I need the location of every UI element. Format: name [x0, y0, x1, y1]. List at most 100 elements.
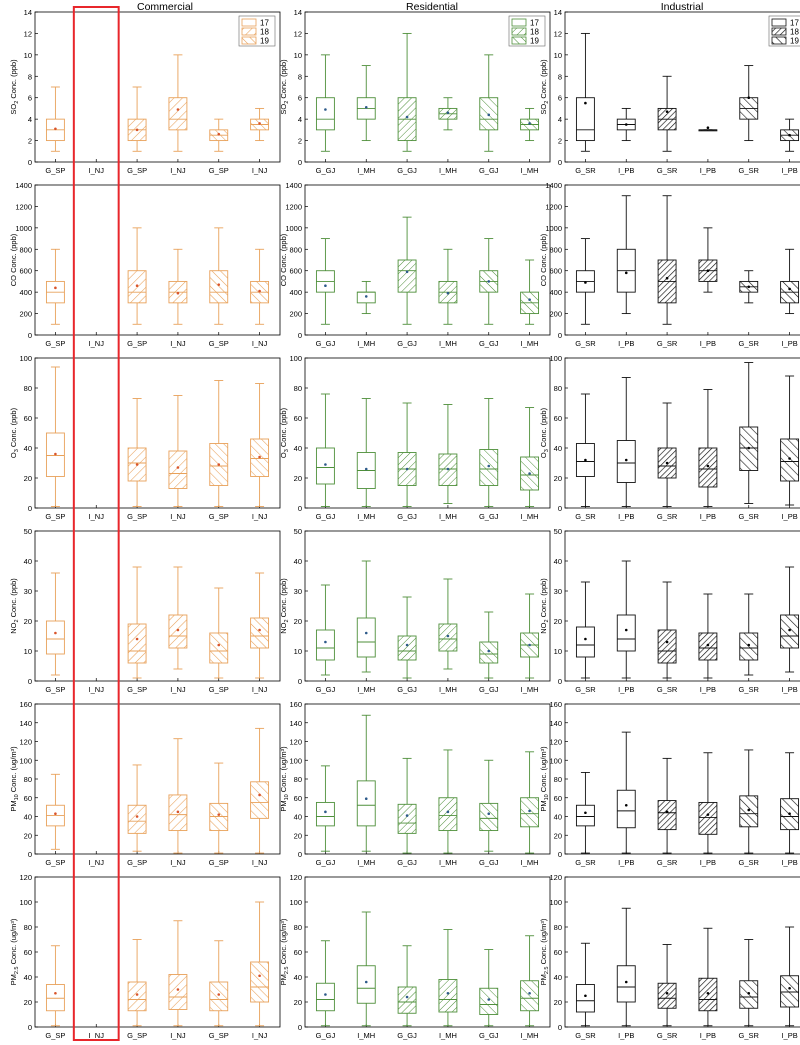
- box-i_pb-17: [616, 560, 636, 679]
- y-tick-label: 14: [24, 8, 32, 17]
- plot-frame: [564, 876, 800, 1028]
- y-axis-label-main: PM: [279, 974, 288, 985]
- y-axis-label-main: O: [279, 452, 288, 458]
- y-tick-label: 20: [294, 474, 302, 483]
- mean-marker: [528, 991, 531, 995]
- box-i_pb-18: [698, 593, 718, 679]
- x-tick-label: I_MH: [357, 1031, 375, 1040]
- y-axis-label: O3 Conc. (ppb): [9, 407, 20, 458]
- box-iqr: [575, 804, 595, 827]
- box-iqr: [520, 797, 540, 828]
- y-axis-label-unit: Conc. (ppb): [279, 407, 288, 449]
- box-i_mh-19: [520, 407, 540, 507]
- box-i_nj-18: [168, 248, 188, 325]
- y-axis-label-unit: Conc. (ppb): [9, 59, 18, 101]
- box-i_mh-18: [438, 929, 458, 1027]
- legend-label-19: 19: [260, 37, 269, 46]
- box-iqr: [250, 961, 270, 1003]
- y-tick-label: 20: [554, 617, 562, 626]
- box-i_mh-17: [356, 714, 376, 852]
- x-tick-label: G_SP: [209, 685, 229, 694]
- y-tick-label: 40: [554, 973, 562, 982]
- y-tick-label: 80: [554, 384, 562, 393]
- y-tick-label: 20: [24, 831, 32, 840]
- box-g_sp-19: [209, 380, 229, 507]
- y-axis-label: NO2 Conc. (ppb): [9, 578, 20, 634]
- y-axis-label-unit: Conc. (ug/m³): [279, 746, 288, 794]
- box-iqr: [479, 641, 499, 664]
- x-tick-label: I_MH: [521, 166, 539, 175]
- y-axis-label-main: SO: [9, 104, 18, 115]
- x-tick-label: I_NJ: [89, 339, 105, 348]
- mean-marker: [176, 466, 180, 469]
- mean-marker: [446, 291, 450, 295]
- y-tick-label: 12: [294, 29, 302, 38]
- box-g_sr-17: [575, 32, 595, 152]
- box-g_sp-17: [45, 945, 65, 1027]
- plot-frame: [304, 357, 551, 509]
- y-tick-label: 12: [554, 29, 562, 38]
- box-iqr: [209, 270, 229, 304]
- x-tick-label: G_SP: [127, 339, 147, 348]
- box-i_pb-17: [616, 907, 636, 1027]
- y-tick-label: 800: [289, 245, 302, 254]
- mean-marker: [54, 127, 57, 131]
- box-g_sp-19: [209, 762, 229, 854]
- x-tick-label: G_GJ: [479, 339, 499, 348]
- legend-label-17: 17: [260, 19, 269, 28]
- y-tick-label: 40: [554, 813, 562, 822]
- box-g_sr-19: [739, 65, 759, 142]
- y-axis-label-main: CO Conc. (ppb): [279, 233, 288, 286]
- y-axis-label-main: SO: [539, 104, 548, 115]
- y-axis-label-sub: 2: [544, 619, 550, 622]
- mean-marker: [217, 643, 221, 647]
- y-axis-label-main: NO: [539, 622, 548, 633]
- y-tick-label: 20: [294, 998, 302, 1007]
- mean-marker: [176, 291, 180, 295]
- y-tick-label: 0: [558, 158, 562, 167]
- box-g_gj-19: [479, 949, 499, 1027]
- y-axis-label-unit: Conc. (ug/m³): [9, 918, 18, 966]
- y-tick-label: 60: [294, 414, 302, 423]
- x-tick-label: G_SP: [45, 858, 65, 867]
- x-tick-label: G_GJ: [479, 166, 499, 175]
- y-tick-label: 14: [294, 8, 302, 17]
- y-tick-label: 0: [558, 677, 562, 686]
- y-axis-label-sub: 2: [284, 101, 290, 104]
- mean-marker: [624, 628, 628, 632]
- x-tick-label: G_GJ: [397, 512, 417, 521]
- y-axis-label: NO2 Conc. (ppb): [539, 578, 550, 634]
- legend-label-17: 17: [790, 19, 799, 28]
- x-tick-label: G_SR: [575, 166, 596, 175]
- y-tick-label: 40: [24, 973, 32, 982]
- box-i_pb-18: [698, 927, 718, 1027]
- box-iqr: [397, 259, 417, 293]
- y-axis-label-sub: 3: [544, 449, 550, 452]
- y-axis-label-main: NO: [279, 622, 288, 633]
- x-tick-label: I_PB: [700, 685, 716, 694]
- y-tick-label: 20: [24, 998, 32, 1007]
- box-iqr: [438, 623, 458, 652]
- x-tick-label: I_NJ: [89, 858, 105, 867]
- x-tick-label: I_MH: [357, 858, 375, 867]
- box-i_mh-18: [438, 404, 458, 504]
- mean-marker: [706, 269, 710, 273]
- x-tick-label: I_MH: [439, 685, 457, 694]
- mean-marker: [258, 455, 261, 459]
- box-iqr: [698, 801, 718, 835]
- y-tick-label: 100: [19, 354, 32, 363]
- y-tick-label: 60: [554, 948, 562, 957]
- y-tick-label: 60: [24, 414, 32, 423]
- box-iqr: [315, 97, 335, 131]
- box-i_pb-19: [780, 926, 800, 1027]
- y-axis-label-main: SO: [279, 104, 288, 115]
- panel-commercial-pm10: 0 20 40 60 80 100 120 140 160 PM10 Conc. (ug/m³) G…: [9, 700, 281, 867]
- box-iqr: [45, 984, 65, 1012]
- y-tick-label: 80: [554, 923, 562, 932]
- mean-marker: [487, 280, 491, 283]
- panel-industrial-o3: 0 20 40 60 80 100 O3 Conc. (ppb) G_SR I_PB G_SR I_…: [539, 354, 800, 521]
- box-g_sr-17: [575, 942, 595, 1027]
- y-tick-label: 80: [294, 384, 302, 393]
- x-tick-label: G_SR: [739, 1031, 760, 1040]
